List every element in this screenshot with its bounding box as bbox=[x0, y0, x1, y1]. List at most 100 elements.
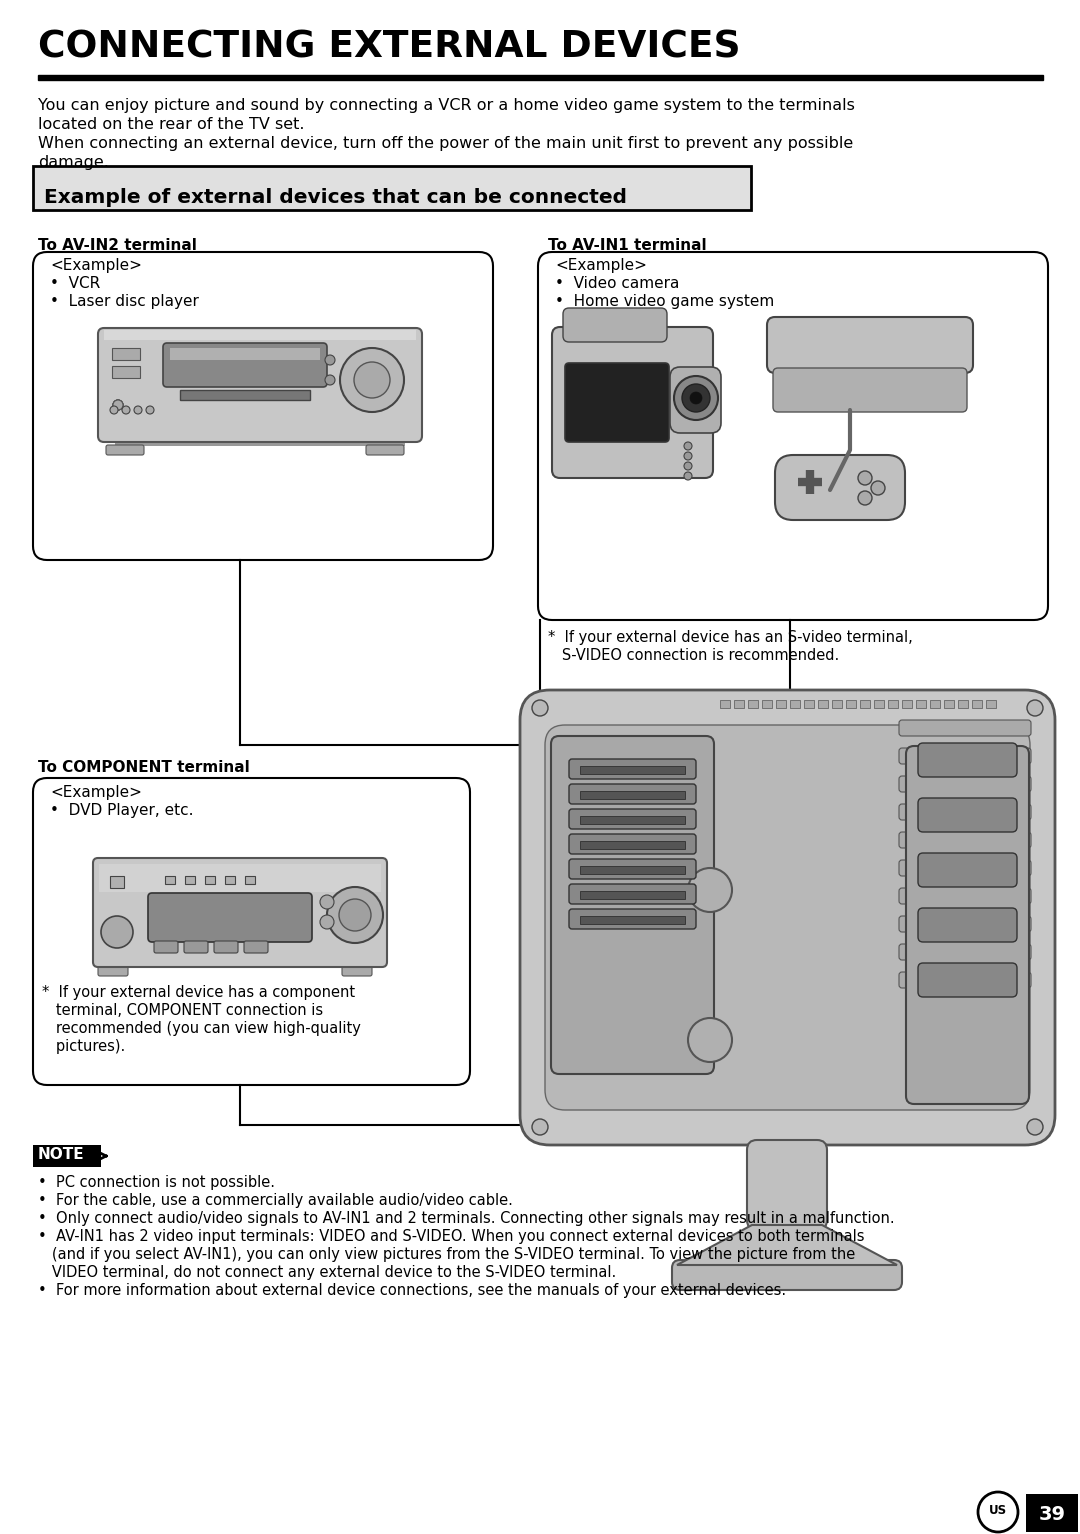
FancyBboxPatch shape bbox=[163, 344, 327, 387]
Bar bbox=[114, 440, 405, 446]
FancyBboxPatch shape bbox=[899, 888, 1031, 904]
FancyBboxPatch shape bbox=[98, 963, 129, 976]
Bar bbox=[170, 348, 320, 360]
FancyBboxPatch shape bbox=[899, 943, 1031, 960]
FancyBboxPatch shape bbox=[918, 742, 1017, 778]
Circle shape bbox=[684, 472, 692, 480]
Bar bbox=[818, 700, 828, 709]
Bar bbox=[720, 700, 730, 709]
FancyBboxPatch shape bbox=[93, 858, 387, 966]
Bar bbox=[832, 700, 842, 709]
FancyBboxPatch shape bbox=[106, 445, 144, 456]
Text: located on the rear of the TV set.: located on the rear of the TV set. bbox=[38, 117, 305, 132]
Bar bbox=[972, 700, 982, 709]
FancyBboxPatch shape bbox=[552, 327, 713, 479]
Bar bbox=[888, 700, 897, 709]
Circle shape bbox=[1027, 1118, 1043, 1135]
FancyBboxPatch shape bbox=[366, 445, 404, 456]
Bar bbox=[580, 816, 685, 824]
Bar bbox=[804, 700, 814, 709]
Circle shape bbox=[532, 700, 548, 716]
Circle shape bbox=[102, 916, 133, 948]
Circle shape bbox=[354, 362, 390, 397]
FancyBboxPatch shape bbox=[244, 940, 268, 953]
Text: •  VCR: • VCR bbox=[50, 276, 100, 291]
Bar bbox=[902, 700, 912, 709]
Bar bbox=[916, 700, 926, 709]
Text: •  For more information about external device connections, see the manuals of yo: • For more information about external de… bbox=[38, 1282, 786, 1298]
FancyBboxPatch shape bbox=[98, 328, 422, 442]
Circle shape bbox=[320, 894, 334, 910]
FancyBboxPatch shape bbox=[899, 749, 1031, 764]
Text: •  Home video game system: • Home video game system bbox=[555, 295, 774, 308]
Circle shape bbox=[340, 348, 404, 413]
FancyBboxPatch shape bbox=[918, 963, 1017, 997]
FancyBboxPatch shape bbox=[342, 963, 372, 976]
FancyBboxPatch shape bbox=[569, 759, 696, 779]
Text: •  For the cable, use a commercially available audio/video cable.: • For the cable, use a commercially avai… bbox=[38, 1193, 513, 1207]
FancyBboxPatch shape bbox=[899, 973, 1031, 988]
Text: damage.: damage. bbox=[38, 155, 109, 170]
Bar bbox=[580, 867, 685, 874]
Text: You can enjoy picture and sound by connecting a VCR or a home video game system : You can enjoy picture and sound by conne… bbox=[38, 98, 855, 114]
Text: recommended (you can view high-quality: recommended (you can view high-quality bbox=[42, 1022, 361, 1035]
Text: 39: 39 bbox=[1039, 1505, 1066, 1523]
Text: terminal, COMPONENT connection is: terminal, COMPONENT connection is bbox=[42, 1003, 323, 1019]
Circle shape bbox=[953, 868, 997, 913]
Bar bbox=[112, 348, 140, 360]
FancyBboxPatch shape bbox=[569, 910, 696, 930]
Circle shape bbox=[110, 407, 118, 414]
Text: S-VIDEO connection is recommended.: S-VIDEO connection is recommended. bbox=[548, 647, 839, 663]
Circle shape bbox=[858, 491, 872, 505]
Text: •  Laser disc player: • Laser disc player bbox=[50, 295, 199, 308]
Circle shape bbox=[339, 899, 372, 931]
Text: To AV-IN2 terminal: To AV-IN2 terminal bbox=[38, 238, 197, 253]
Bar bbox=[165, 876, 175, 884]
Text: •  PC connection is not possible.: • PC connection is not possible. bbox=[38, 1175, 275, 1190]
FancyBboxPatch shape bbox=[519, 690, 1055, 1144]
Circle shape bbox=[688, 1019, 732, 1062]
Text: •  DVD Player, etc.: • DVD Player, etc. bbox=[50, 802, 193, 818]
Bar bbox=[944, 700, 954, 709]
Circle shape bbox=[532, 1118, 548, 1135]
Text: To COMPONENT terminal: To COMPONENT terminal bbox=[38, 759, 249, 775]
Text: NOTE: NOTE bbox=[38, 1147, 84, 1161]
Circle shape bbox=[113, 400, 123, 410]
Bar bbox=[205, 876, 215, 884]
Bar bbox=[580, 891, 685, 899]
Text: Example of external devices that can be connected: Example of external devices that can be … bbox=[44, 189, 627, 207]
Text: pictures).: pictures). bbox=[42, 1039, 125, 1054]
FancyBboxPatch shape bbox=[899, 804, 1031, 821]
Bar bbox=[860, 700, 870, 709]
FancyBboxPatch shape bbox=[899, 831, 1031, 848]
Text: <Example>: <Example> bbox=[50, 258, 141, 273]
Bar bbox=[99, 864, 381, 891]
Bar bbox=[930, 700, 940, 709]
Bar bbox=[874, 700, 885, 709]
Text: When connecting an external device, turn off the power of the main unit first to: When connecting an external device, turn… bbox=[38, 137, 853, 150]
Bar bbox=[580, 916, 685, 923]
Text: CONNECTING EXTERNAL DEVICES: CONNECTING EXTERNAL DEVICES bbox=[38, 31, 741, 66]
Circle shape bbox=[327, 887, 383, 943]
Circle shape bbox=[978, 1493, 1018, 1532]
Circle shape bbox=[122, 407, 130, 414]
Circle shape bbox=[113, 400, 123, 410]
FancyBboxPatch shape bbox=[33, 778, 470, 1085]
Text: <Example>: <Example> bbox=[555, 258, 647, 273]
FancyBboxPatch shape bbox=[184, 940, 208, 953]
Bar bbox=[225, 876, 235, 884]
FancyBboxPatch shape bbox=[569, 784, 696, 804]
Circle shape bbox=[681, 384, 710, 413]
FancyBboxPatch shape bbox=[747, 1140, 827, 1230]
Circle shape bbox=[674, 376, 718, 420]
FancyBboxPatch shape bbox=[569, 859, 696, 879]
FancyBboxPatch shape bbox=[918, 798, 1017, 831]
Bar bbox=[748, 700, 758, 709]
FancyBboxPatch shape bbox=[569, 834, 696, 854]
Bar bbox=[958, 700, 968, 709]
Bar bbox=[112, 367, 140, 377]
Bar bbox=[580, 841, 685, 848]
FancyBboxPatch shape bbox=[154, 940, 178, 953]
Circle shape bbox=[320, 914, 334, 930]
FancyBboxPatch shape bbox=[899, 776, 1031, 792]
